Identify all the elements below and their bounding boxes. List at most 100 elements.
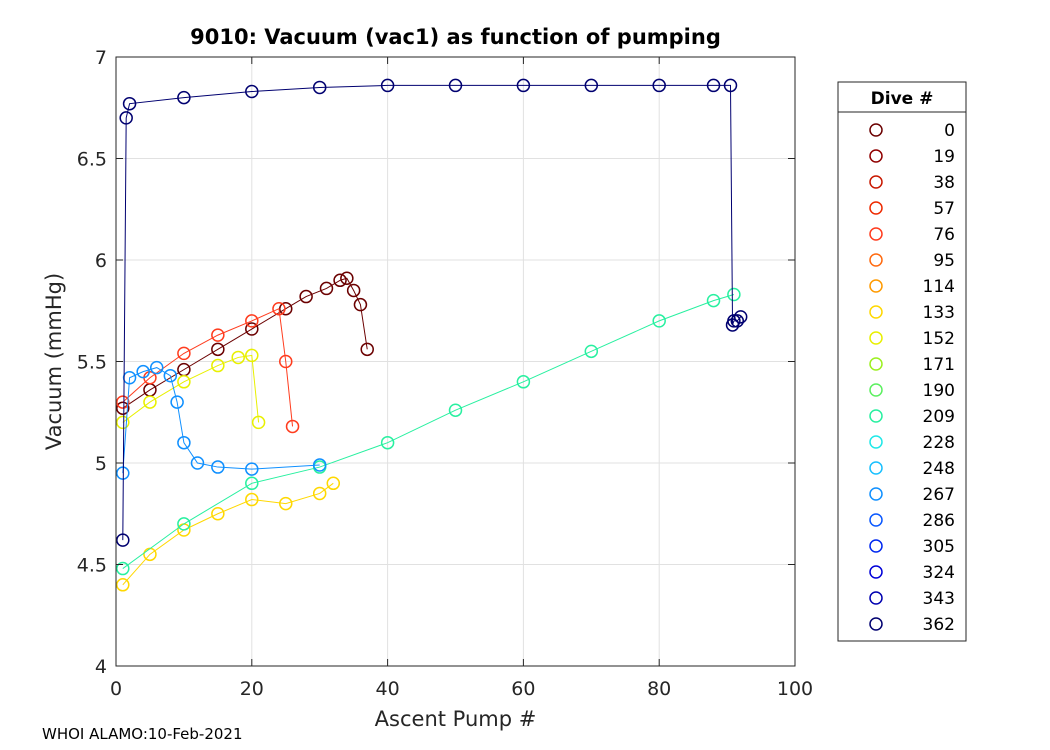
data-point	[245, 492, 259, 507]
data-point	[211, 460, 225, 474]
legend-label-152: 152	[923, 329, 955, 349]
legend-marker-133	[869, 305, 883, 319]
legend-marker-190	[869, 383, 883, 397]
footer-note: WHOI ALAMO:10-Feb-2021	[42, 725, 243, 743]
legend-label-38: 38	[933, 173, 955, 193]
legend-label-57: 57	[933, 199, 955, 219]
data-point	[652, 78, 666, 93]
data-point	[360, 342, 374, 357]
data-point	[170, 395, 184, 409]
data-point	[279, 496, 293, 511]
data-point	[190, 456, 205, 470]
legend-marker-267	[869, 487, 883, 501]
data-point	[245, 314, 259, 328]
legend-marker-57	[869, 201, 883, 215]
legend-marker-95	[869, 253, 883, 267]
data-point	[584, 78, 599, 93]
data-point	[245, 348, 259, 363]
data-point	[380, 435, 395, 450]
data-point	[733, 310, 748, 324]
data-point	[706, 78, 721, 93]
legend-label-76: 76	[933, 225, 955, 245]
legend-label-171: 171	[923, 355, 955, 375]
legend-marker-324	[869, 565, 883, 579]
data-point	[727, 314, 741, 328]
data-point	[272, 301, 286, 316]
data-point	[730, 314, 745, 328]
legend-marker-343	[869, 591, 883, 605]
data-point	[119, 111, 133, 125]
data-point	[245, 84, 259, 99]
series-line-152	[122, 354, 260, 423]
data-point	[143, 395, 157, 409]
legend-label-190: 190	[923, 381, 955, 401]
legend-label-267: 267	[923, 485, 955, 505]
data-point	[122, 96, 137, 111]
data-point	[177, 375, 191, 389]
legend-marker-286	[869, 513, 883, 527]
x-tick-label: 0	[110, 678, 122, 700]
series-line-267	[122, 367, 320, 474]
data-point	[177, 517, 191, 531]
data-point	[380, 78, 395, 93]
data-point	[136, 364, 150, 379]
legend-label-324: 324	[923, 563, 955, 583]
data-point	[245, 476, 259, 491]
y-tick-label: 6.5	[77, 149, 107, 171]
data-point	[116, 415, 130, 430]
legend-marker-305	[869, 539, 883, 553]
data-point	[312, 458, 327, 472]
series-line-0	[122, 277, 368, 409]
y-tick-label: 4.5	[77, 555, 107, 577]
data-point	[584, 344, 599, 359]
y-tick-label: 7	[95, 47, 107, 69]
legend-marker-38	[869, 175, 883, 189]
data-point	[353, 297, 368, 312]
legend-marker-209	[869, 409, 883, 423]
data-point	[116, 578, 130, 592]
y-tick-label: 6	[95, 250, 107, 272]
y-axis-label: Vacuum (mmHg)	[42, 273, 66, 450]
data-point	[251, 415, 266, 430]
legend-label-0: 0	[944, 121, 955, 141]
legend-label-286: 286	[923, 511, 955, 531]
chart-title: 9010: Vacuum (vac1) as function of pumpi…	[190, 25, 721, 49]
data-point	[116, 533, 130, 547]
data-point	[116, 561, 130, 576]
data-point	[245, 462, 259, 476]
data-point	[299, 289, 313, 304]
data-point	[312, 80, 327, 95]
legend-label-343: 343	[923, 589, 955, 609]
y-tick-label: 5	[95, 453, 107, 475]
data-point	[116, 401, 130, 415]
legend-title: Dive #	[871, 89, 934, 109]
data-point	[652, 314, 666, 328]
data-point	[245, 322, 259, 336]
legend-marker-114	[869, 279, 883, 293]
legend-label-248: 248	[923, 459, 955, 479]
data-point	[516, 375, 531, 389]
legend-label-362: 362	[923, 615, 955, 635]
data-point	[177, 90, 191, 105]
data-point	[116, 395, 130, 409]
data-point	[333, 273, 347, 288]
data-point	[211, 342, 225, 357]
data-point	[516, 78, 531, 93]
y-tick-label: 4	[95, 656, 107, 678]
data-point	[326, 476, 341, 491]
series-line-362	[122, 84, 742, 541]
data-point	[312, 486, 327, 501]
data-point	[319, 281, 334, 296]
x-tick-label: 60	[511, 678, 535, 700]
data-point	[211, 358, 225, 373]
data-point	[177, 346, 191, 361]
x-tick-label: 40	[376, 678, 400, 700]
data-point	[149, 360, 164, 375]
legend-marker-248	[869, 461, 883, 475]
series-layer	[116, 78, 748, 592]
legend-label-19: 19	[933, 147, 955, 167]
legend-marker-228	[869, 435, 883, 449]
data-point	[727, 287, 741, 302]
data-point	[122, 370, 137, 385]
x-axis-label: Ascent Pump #	[375, 707, 537, 731]
